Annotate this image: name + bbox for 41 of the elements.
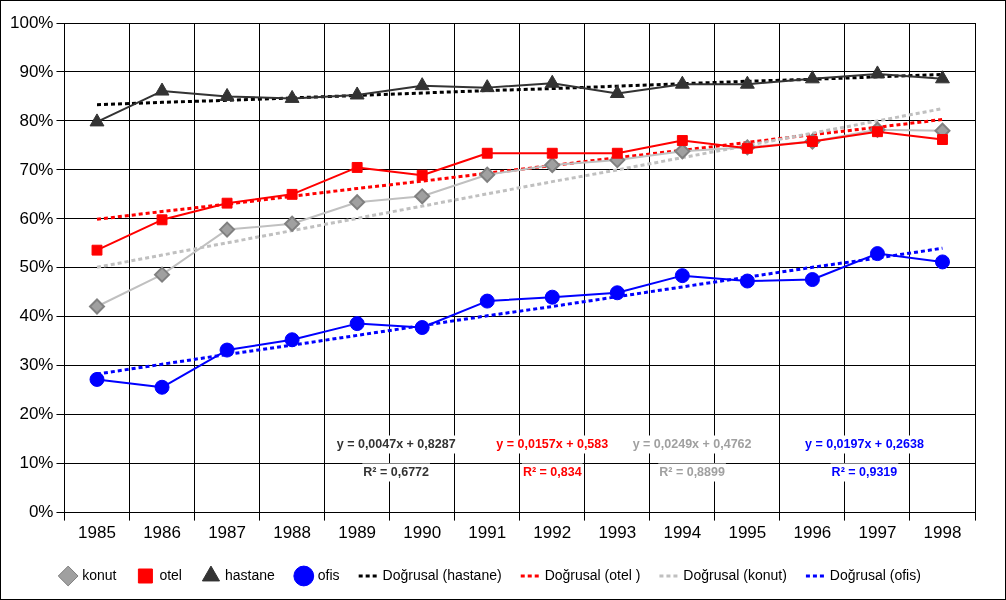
y-tick-label: 100% [10,12,54,32]
y-tick-label: 30% [19,355,54,375]
x-tick-label: 1997 [858,523,897,543]
legend-label: ofis [317,566,340,583]
legend-label: Doğrusal (ofis) [829,566,921,583]
y-tick-label: 60% [19,208,54,228]
annotation: R² = 0,8899 [659,464,725,479]
annotation: R² = 0,9319 [831,464,898,479]
legend-label: Doğrusal (hastane) [382,566,502,583]
y-tick-label: 20% [19,404,54,424]
x-tick-label: 1989 [338,523,377,543]
x-tick-label: 1986 [143,523,181,543]
x-tick-label: 1998 [923,523,962,543]
y-tick-label: 50% [19,257,54,277]
legend-label: Doğrusal (otel ) [544,566,641,583]
legend-label: konut [82,566,117,583]
annotation: y = 0,0157x + 0,583 [496,437,609,451]
annotation: R² = 0,6772 [363,464,430,479]
x-tick-label: 1991 [468,523,507,543]
x-tick-label: 1994 [663,523,702,543]
y-tick-label: 80% [19,110,54,130]
x-tick-label: 1996 [793,523,832,543]
legend-label: hastane [224,566,275,583]
x-tick-label: 1990 [403,523,442,543]
y-tick-label: 0% [28,502,54,522]
x-tick-label: 1993 [598,523,637,543]
annotation: y = 0,0047x + 0,8287 [336,437,456,451]
x-tick-label: 1985 [78,523,116,543]
legend-label: otel [159,566,182,583]
y-tick-label: 90% [19,61,54,81]
annotation: R² = 0,834 [522,464,582,479]
x-tick-label: 1995 [728,523,767,543]
legend-label: Doğrusal (konut) [683,566,787,583]
x-tick-label: 1987 [208,523,246,543]
annotation: y = 0,0249x + 0,4762 [632,437,752,451]
x-tick-label: 1992 [533,523,572,543]
y-tick-label: 40% [19,306,54,326]
y-tick-label: 10% [19,453,54,473]
y-tick-label: 70% [19,159,54,179]
annotation: y = 0,0197x + 0,2638 [805,437,924,451]
x-tick-label: 1988 [273,523,312,543]
